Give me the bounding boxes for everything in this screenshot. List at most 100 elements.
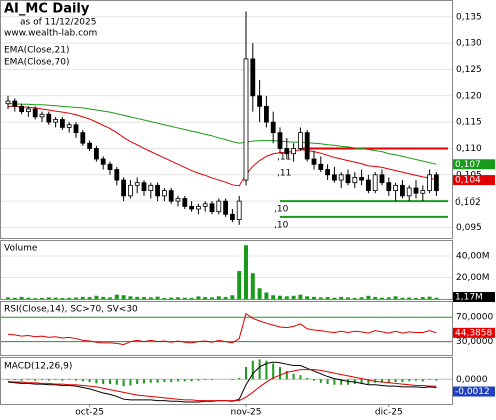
volume-bar: [19, 296, 24, 299]
volume-bar: [434, 297, 439, 299]
candle-body: [399, 184, 405, 197]
volume-bar: [373, 297, 378, 299]
histogram-bar: [27, 379, 30, 380]
candle-body: [107, 163, 113, 170]
candle-body: [32, 108, 38, 118]
candle-body: [66, 124, 72, 128]
volume-bar: [393, 296, 398, 299]
candle-body: [420, 190, 426, 194]
annotation: ,11: [277, 153, 291, 163]
candle-body: [406, 187, 412, 197]
y-tick-label: 0,115: [456, 118, 482, 128]
value-tag-label: -0,0012: [455, 387, 490, 397]
histogram-bar: [313, 379, 315, 381]
histogram-bar: [285, 371, 288, 380]
y-tick-label: 0,0000: [456, 375, 488, 385]
histogram-bar: [7, 379, 9, 380]
candle-body: [39, 113, 45, 118]
y-tick-label: 40,00M: [456, 252, 490, 262]
histogram-bar: [326, 379, 329, 385]
histogram-bar: [279, 366, 281, 380]
volume-bar: [366, 295, 371, 299]
candle-body: [60, 119, 65, 128]
histogram-bar: [360, 379, 363, 385]
volume-bar: [60, 298, 65, 299]
histogram-bar: [102, 379, 105, 385]
candle-body: [359, 177, 365, 181]
candle-body: [270, 121, 276, 134]
histogram-bar: [88, 379, 91, 383]
volume-bar: [305, 296, 310, 299]
candle-body: [202, 203, 208, 207]
histogram-bar: [340, 379, 343, 385]
macd-frame: [0, 357, 453, 405]
histogram-bar: [54, 379, 57, 380]
candle-body: [25, 108, 31, 113]
histogram-bar: [299, 375, 302, 380]
histogram-bar: [47, 379, 50, 381]
histogram-bar: [272, 363, 275, 380]
value-tag-label: 0,104: [455, 176, 481, 186]
volume-bar: [142, 297, 146, 299]
histogram-bar: [306, 377, 309, 380]
candle-body: [304, 132, 310, 160]
histogram-bar: [238, 377, 241, 380]
volume-bar: [128, 296, 133, 299]
histogram-bar: [41, 379, 43, 380]
histogram-bar: [394, 379, 397, 383]
ema-line: [8, 103, 437, 165]
candle-body: [352, 177, 358, 184]
volume-bar: [414, 297, 418, 299]
volume-bar: [298, 294, 303, 299]
volume-bar: [380, 297, 384, 299]
histogram-bar: [163, 379, 166, 383]
volume-bar: [257, 288, 262, 299]
histogram-bar: [136, 379, 139, 385]
candle-body: [229, 213, 235, 220]
histogram-bar: [401, 379, 404, 383]
volume-bar: [244, 245, 248, 299]
histogram-bar: [34, 379, 37, 381]
histogram-bar: [265, 360, 268, 380]
candle-body: [5, 100, 11, 105]
volume-bar: [196, 296, 201, 299]
candle-body: [386, 182, 392, 191]
source: www.wealth-lab.com: [4, 29, 97, 39]
volume-bar: [250, 273, 255, 299]
volume-bar: [346, 297, 350, 299]
candle-body: [284, 148, 290, 155]
volume-bar: [332, 297, 337, 299]
candle-body: [433, 174, 439, 192]
histogram-bar: [13, 379, 16, 380]
value-tag: [453, 386, 495, 397]
rsi-line: [7, 312, 437, 346]
candle-body: [12, 100, 18, 107]
volume-bar: [114, 294, 119, 299]
volume-bar: [352, 297, 357, 299]
volume-bar: [74, 297, 78, 299]
volume-bar: [400, 297, 405, 299]
value-tag-label: 0,102: [455, 198, 481, 208]
volume-bar: [339, 296, 344, 299]
volume-bar: [87, 297, 92, 299]
volume-bar: [278, 295, 282, 299]
value-tag: [453, 175, 495, 186]
histogram-bar: [333, 379, 336, 385]
annotation: ,10: [274, 221, 289, 231]
candle-body: [87, 142, 92, 149]
candle-body: [263, 105, 269, 123]
candle-body: [250, 58, 256, 97]
histogram-bar: [183, 379, 186, 382]
volume-bar: [407, 297, 412, 299]
candle-body: [73, 124, 79, 134]
y-tick-label: 30,0000: [456, 337, 493, 347]
histogram-bar: [115, 379, 118, 385]
volume-bar: [40, 297, 44, 299]
candle-body: [53, 119, 58, 123]
value-tag: [453, 327, 495, 338]
histogram-bar: [143, 379, 145, 384]
candle-body: [291, 148, 297, 155]
histogram-bar: [435, 379, 438, 381]
volume-bar: [182, 297, 187, 299]
